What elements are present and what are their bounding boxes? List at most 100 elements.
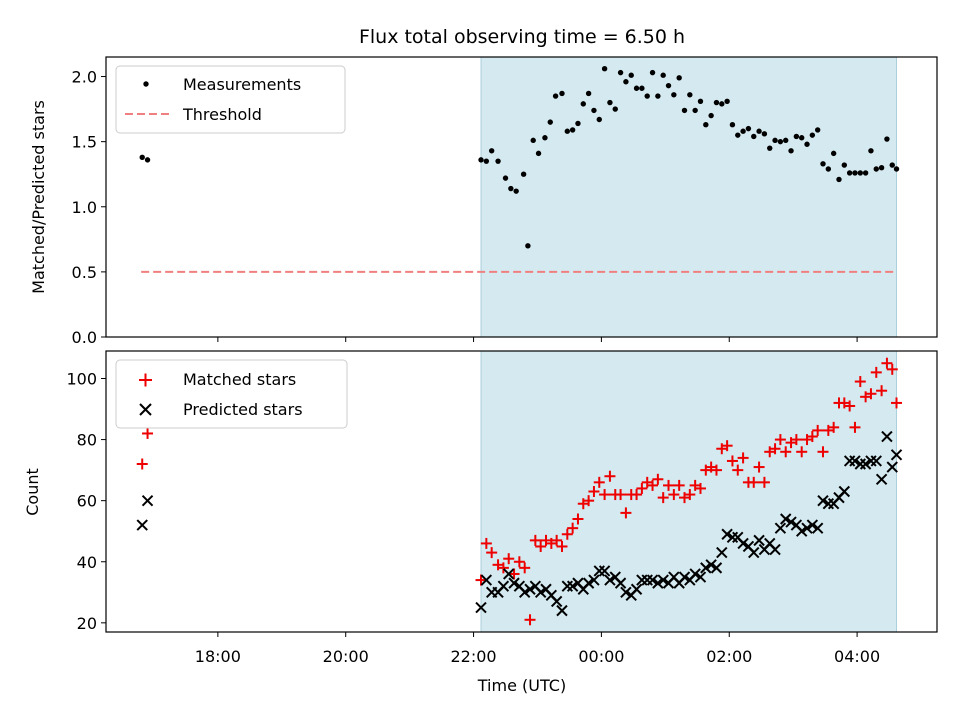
- matched-star-point: [636, 482, 648, 494]
- legend-predicted-marker: [139, 403, 152, 416]
- bottom-y-axis-label: Count: [23, 468, 42, 516]
- predicted-star-point: [795, 525, 808, 537]
- measurement-point: [547, 119, 553, 125]
- predicted-star-point: [875, 473, 888, 485]
- matched-star-point: [519, 562, 531, 574]
- predicted-star-point: [838, 485, 851, 498]
- predicted-star-point: [753, 534, 765, 547]
- measurement-point: [535, 150, 542, 157]
- measurement-point: [617, 69, 624, 76]
- matched-star-point: [508, 568, 520, 580]
- matched-star-point: [780, 446, 792, 458]
- matched-star-point: [758, 476, 770, 488]
- bottom-xtick-label: 04:00: [834, 647, 880, 666]
- measurement-point: [777, 138, 784, 145]
- predicted-star-point: [508, 577, 520, 589]
- bottom-xtick-label: 20:00: [323, 647, 369, 666]
- bottom-legend: Matched stars Predicted stars: [115, 359, 348, 429]
- measurement-point: [502, 175, 509, 181]
- measurement-point: [809, 132, 816, 138]
- measurement-point: [513, 188, 519, 194]
- measurement-point: [878, 164, 885, 171]
- measurement-point: [483, 158, 490, 164]
- measurement-point: [868, 148, 874, 154]
- measurement-point: [751, 133, 757, 140]
- legend-threshold-label: Threshold: [182, 105, 262, 124]
- bottom-legend-box: [115, 359, 348, 429]
- matched-star-point: [684, 489, 696, 501]
- predicted-star-point: [566, 580, 579, 592]
- matched-star-point: [849, 421, 861, 433]
- matched-star-point: [828, 421, 840, 433]
- measurement-point: [756, 128, 762, 134]
- predicted-star-point: [480, 574, 493, 586]
- matched-star-point: [620, 507, 632, 519]
- matched-star-point: [865, 388, 877, 400]
- top-legend: Measurements Threshold: [115, 65, 346, 134]
- predicted-star-point: [524, 583, 536, 595]
- bottom-ytick-label: 60: [77, 492, 97, 511]
- measurement-point: [660, 72, 666, 78]
- measurement-point: [729, 122, 736, 128]
- matched-star-point: [535, 540, 547, 552]
- matched-star-point: [769, 443, 781, 455]
- bottom-xtick-label: 18:00: [195, 647, 241, 666]
- measurement-point: [585, 90, 592, 97]
- measurement-point: [703, 122, 709, 128]
- matched-star-point: [647, 479, 659, 491]
- matched-star-point: [721, 440, 733, 452]
- measurement-point: [607, 99, 613, 106]
- matched-star-point: [891, 397, 903, 409]
- matched-star-point: [796, 446, 808, 458]
- matched-star-point: [737, 452, 749, 464]
- matched-star-point: [881, 357, 893, 369]
- measurement-point: [793, 133, 800, 140]
- bottom-xtick-label: 22:00: [451, 647, 497, 666]
- matched-star-point: [583, 495, 595, 507]
- matched-star-point: [876, 385, 888, 397]
- matched-star-point: [657, 492, 669, 504]
- predicted-star-point: [646, 574, 659, 586]
- bottom-panel: 20 40 60 80 100 18:00 20:00 22:00 00:00 02:00 04:…: [23, 350, 938, 695]
- matched-star-point: [854, 376, 866, 388]
- measurement-point: [852, 170, 858, 176]
- matched-star-point: [673, 479, 685, 491]
- measurement-point: [542, 135, 548, 141]
- measurement-point: [575, 120, 581, 127]
- predicted-star-point: [497, 580, 510, 592]
- predicted-star-point: [817, 494, 829, 507]
- matched-star-point: [599, 489, 611, 501]
- matched-star-point: [475, 574, 487, 586]
- measurement-point: [639, 85, 645, 91]
- matched-star-point: [503, 553, 515, 565]
- matched-star-point: [886, 363, 898, 375]
- measurement-point: [139, 154, 145, 160]
- predicted-star-point: [588, 574, 600, 586]
- measurement-point: [846, 170, 853, 176]
- measurement-point: [580, 101, 586, 107]
- matched-star-point: [790, 434, 802, 446]
- predicted-star-point: [886, 461, 898, 473]
- matched-star-point: [572, 513, 584, 525]
- measurement-point: [628, 72, 634, 78]
- measurement-point: [820, 161, 826, 167]
- measurement-point: [735, 132, 741, 138]
- measurement-point: [740, 128, 746, 134]
- matched-star-point: [551, 534, 563, 546]
- matched-star-point: [870, 366, 882, 378]
- measurement-point: [559, 90, 565, 97]
- matched-star-point: [710, 464, 722, 476]
- measurement-point: [144, 157, 151, 163]
- predicted-star-point: [503, 568, 515, 580]
- predicted-star-point: [689, 568, 701, 580]
- legend-matched-marker: [139, 373, 152, 387]
- top-panel: 0.00.51.01.52.0 Matched/Predicted stars …: [29, 56, 938, 347]
- matched-star-point: [588, 486, 600, 497]
- measurement-point: [761, 131, 768, 137]
- measurement-point: [601, 66, 608, 72]
- measurement-point: [889, 162, 895, 168]
- matched-star-point: [652, 473, 664, 485]
- matched-star-point: [604, 470, 616, 482]
- measurement-point: [644, 93, 650, 99]
